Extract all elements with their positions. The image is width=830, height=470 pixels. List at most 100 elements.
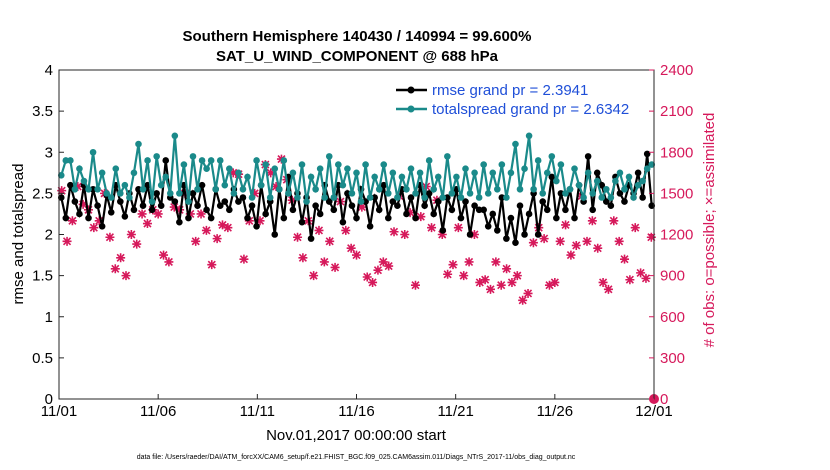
totalspread-point bbox=[634, 181, 642, 189]
rmse-point bbox=[362, 198, 369, 205]
assimilated-point bbox=[309, 271, 319, 281]
totalspread-point bbox=[380, 161, 388, 168]
rmse-point bbox=[148, 206, 156, 214]
assimilated-point bbox=[400, 230, 410, 239]
assimilated-point bbox=[475, 277, 485, 287]
rmse-point bbox=[425, 190, 433, 197]
totalspread-point bbox=[589, 190, 596, 197]
totalspread-point bbox=[316, 165, 324, 172]
rmse-point bbox=[312, 202, 319, 210]
rmse-point bbox=[162, 157, 170, 164]
totalspread-point bbox=[121, 181, 129, 189]
assimilated-point bbox=[389, 227, 399, 237]
assimilated-point bbox=[94, 216, 104, 226]
y-left-tick-label: 3 bbox=[45, 144, 53, 161]
rmse-point bbox=[521, 231, 528, 238]
x-tick-label: 11/06 bbox=[140, 403, 176, 420]
assimilated-point bbox=[539, 234, 549, 244]
totalspread-point bbox=[616, 169, 624, 177]
totalspread-point bbox=[194, 185, 201, 193]
totalspread-point bbox=[207, 157, 215, 164]
totalspread-point bbox=[607, 194, 615, 201]
rmse-point bbox=[375, 206, 383, 214]
assimilated-point bbox=[437, 230, 447, 239]
rmse-point bbox=[325, 198, 333, 205]
rmse-point bbox=[280, 214, 288, 222]
rmse-point bbox=[462, 198, 469, 205]
rmse-point bbox=[634, 169, 642, 177]
rmse-point bbox=[648, 202, 656, 210]
rmse-point bbox=[289, 206, 297, 214]
totalspread-point bbox=[198, 157, 206, 164]
totalspread-point bbox=[348, 190, 356, 197]
totalspread-point bbox=[539, 190, 547, 197]
totalspread-point bbox=[434, 173, 442, 181]
y-axis-label-left: rmse and totalspread bbox=[10, 164, 27, 305]
rmse-point bbox=[189, 190, 197, 197]
rmse-point bbox=[139, 202, 147, 210]
rmse-point bbox=[76, 210, 83, 218]
rmse-point bbox=[444, 194, 451, 201]
assimilated-point bbox=[352, 250, 361, 260]
totalspread-point bbox=[489, 169, 497, 177]
assimilated-point bbox=[603, 284, 613, 294]
assimilated-point bbox=[448, 260, 458, 270]
assimilated-point bbox=[486, 284, 496, 294]
assimilated-point bbox=[78, 199, 88, 209]
assimilated-point bbox=[453, 223, 463, 233]
assimilated-point bbox=[641, 273, 651, 283]
totalspread-point bbox=[266, 194, 274, 201]
assimilated-point bbox=[201, 225, 211, 235]
y-left-tick-label: 4 bbox=[45, 62, 53, 79]
y-axis-label-right: # of obs: o=possible; ×=assimilated bbox=[701, 113, 718, 348]
rmse-point bbox=[121, 213, 129, 220]
totalspread-point bbox=[448, 190, 456, 197]
rmse-point bbox=[203, 206, 210, 214]
rmse-point bbox=[448, 206, 456, 214]
assimilated-point bbox=[159, 250, 169, 260]
chart-title-line1: Southern Hemisphere 140430 / 140994 = 99… bbox=[183, 28, 532, 45]
assimilated-point bbox=[555, 236, 565, 246]
rmse-point bbox=[548, 173, 556, 181]
totalspread-point bbox=[325, 153, 333, 160]
rmse-point bbox=[607, 202, 615, 210]
y-left-tick-label: 0 bbox=[45, 391, 53, 408]
totalspread-point bbox=[294, 194, 301, 201]
assimilated-point bbox=[373, 265, 383, 275]
rmse-point bbox=[557, 190, 565, 197]
totalspread-point bbox=[575, 181, 583, 189]
totalspread-point bbox=[248, 194, 256, 201]
assimilated-point bbox=[319, 257, 329, 267]
assimilated-point bbox=[571, 240, 581, 250]
assimilated-point bbox=[378, 257, 388, 267]
totalspread-point bbox=[107, 194, 115, 201]
totalspread-point bbox=[144, 157, 151, 164]
totalspread-point bbox=[139, 185, 147, 193]
rmse-point bbox=[57, 194, 65, 201]
totalspread-point bbox=[112, 165, 120, 172]
rmse-point bbox=[534, 231, 542, 238]
totalspread-point bbox=[548, 153, 556, 160]
rmse-point bbox=[298, 218, 306, 226]
totalspread-point bbox=[366, 194, 374, 201]
rmse-point bbox=[307, 235, 315, 242]
rmse-point bbox=[67, 181, 74, 189]
totalspread-point bbox=[416, 169, 424, 177]
totalspread-point bbox=[298, 161, 306, 168]
assimilated-point bbox=[480, 275, 490, 285]
assimilated-point bbox=[341, 225, 351, 235]
assimilated-point bbox=[410, 280, 420, 290]
totalspread-point bbox=[639, 177, 646, 185]
totalspread-point bbox=[530, 185, 537, 193]
totalspread-point bbox=[130, 169, 138, 177]
assimilated-point bbox=[620, 254, 630, 264]
totalspread-point bbox=[89, 148, 97, 156]
assimilated-point bbox=[443, 269, 453, 279]
rmse-point bbox=[262, 210, 269, 218]
assimilated-point bbox=[330, 262, 340, 272]
totalspread-point bbox=[289, 169, 297, 177]
assimilated-point bbox=[528, 238, 538, 248]
x-tick-label: 11/26 bbox=[537, 403, 573, 420]
y-right-tick-label: 2400 bbox=[660, 62, 693, 79]
rmse-point bbox=[621, 198, 628, 205]
